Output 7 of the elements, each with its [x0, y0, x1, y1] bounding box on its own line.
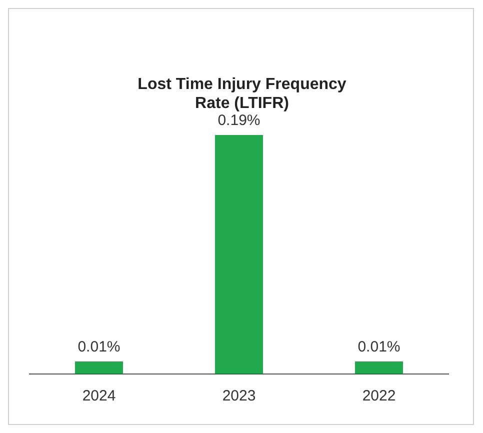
x-tick-label: 2024: [82, 388, 116, 405]
data-label: 0.01%: [78, 338, 120, 356]
data-label: 0.19%: [218, 112, 260, 129]
data-label: 0.01%: [358, 338, 400, 356]
x-tick-label: 2023: [222, 388, 256, 405]
chart-title: Lost Time Injury Frequency Rate (LTIFR): [136, 75, 348, 113]
x-tick-label: 2022: [362, 388, 396, 405]
